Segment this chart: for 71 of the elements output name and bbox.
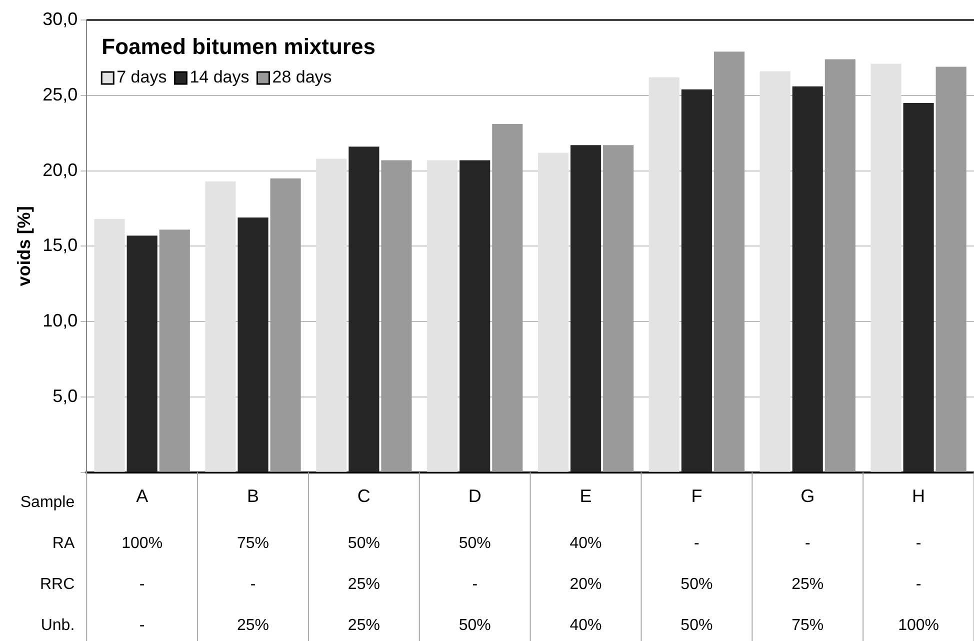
text: 50% [458,534,491,552]
text: 50% [680,576,713,593]
text: RRC [40,576,75,593]
legend-label: 14 days [190,68,250,87]
bar [714,52,745,472]
text: 100% [898,616,939,634]
bar [381,160,412,472]
bar [824,59,856,472]
x-tick-label: E [580,486,592,506]
text: 25% [792,576,824,593]
text: Sample [20,494,75,511]
bar [648,77,680,472]
text: - [694,534,700,552]
bar [126,236,158,472]
x-tick-label: F [691,486,702,506]
y-tick-label: 25,0 [42,84,78,104]
bar [492,124,523,472]
bar [460,160,490,472]
bar [603,145,634,472]
bar [936,66,966,472]
bar [348,146,380,472]
text: - [916,576,922,593]
text: 40% [570,616,602,634]
text: Unb. [40,616,75,634]
bar [427,160,458,472]
y-tick-label: 10,0 [42,310,78,331]
text: 25% [348,616,380,634]
text: 40% [570,534,602,552]
y-tick-label: 30,0 [42,8,78,29]
x-tick-label: H [912,486,926,506]
text: 25% [348,576,380,593]
bar [870,64,902,472]
bar [205,181,236,472]
text: - [139,576,145,593]
y-tick-label: 20,0 [42,160,78,180]
text: RA [52,534,75,552]
bar [94,219,125,472]
legend-label: 28 days [272,68,332,87]
text: - [472,576,478,593]
bar [903,102,934,472]
bar [570,145,602,472]
legend-label: 7 days [116,68,167,87]
text: 20% [570,576,602,593]
text: Foamed bitumen mixtures [102,34,376,60]
bar [238,218,268,472]
x-tick-label: C [357,486,370,506]
text: - [916,534,922,552]
text: 75% [792,616,824,634]
text: - [139,616,145,634]
text: 50% [458,616,491,634]
x-tick-label: A [136,486,148,506]
text: 50% [348,534,380,552]
bar [316,158,347,472]
bar [681,89,712,472]
text: - [804,534,810,552]
bar [792,86,823,472]
bar [270,178,301,472]
bar [538,152,569,472]
text: 100% [122,534,163,552]
y-axis-title: voids [%] [14,206,34,286]
x-tick-label: G [800,486,815,506]
text: 25% [237,616,270,634]
text: - [250,576,256,593]
bar [159,230,190,472]
y-tick-label: 15,0 [42,235,78,256]
text: 50% [680,616,713,634]
x-tick-label: B [247,486,260,506]
text: 75% [237,534,270,552]
y-tick-label: 5,0 [52,386,78,406]
bar [760,71,790,472]
x-tick-label: D [468,486,482,506]
